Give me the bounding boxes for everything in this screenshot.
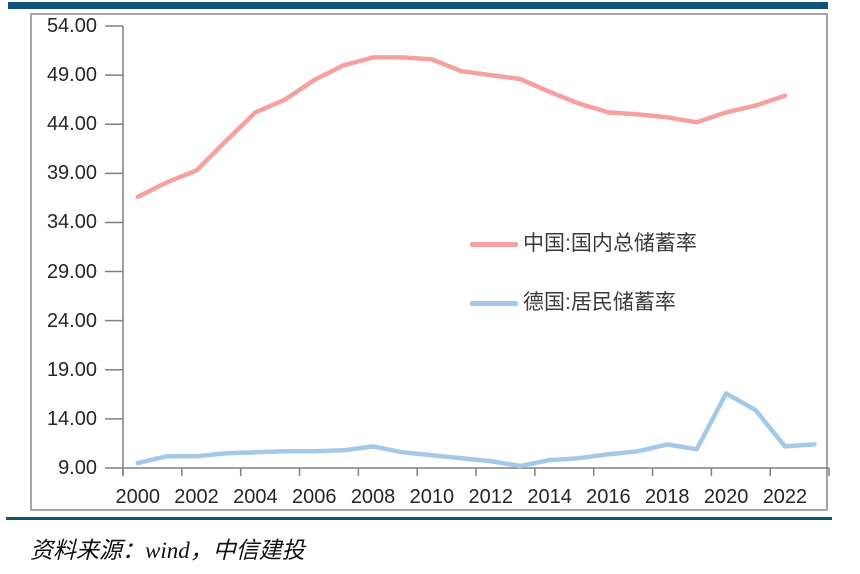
y-tick-label: 24.00 (46, 309, 97, 332)
source-note: 资料来源：wind，中信建投 (30, 538, 305, 563)
legend-label-germany: 德国:居民储蓄率 (523, 291, 676, 314)
x-tick-label: 2020 (703, 486, 749, 508)
y-tick-label: 19.00 (46, 358, 97, 381)
bottom-accent-rule (6, 517, 832, 520)
y-tick-label: 54.00 (46, 15, 97, 37)
x-tick-label: 2004 (233, 486, 278, 508)
x-tick-label: 2002 (174, 486, 219, 508)
chart-legend: 中国:国内总储蓄率 德国:居民储蓄率 (470, 231, 697, 316)
germany-series-swatch (470, 300, 518, 306)
y-tick-label: 9.00 (58, 457, 97, 479)
series-line-1 (135, 391, 817, 469)
x-tick-label: 2006 (291, 486, 337, 508)
x-tick-label: 2000 (115, 486, 160, 508)
series-line-0 (135, 55, 788, 200)
x-tick-label: 2010 (409, 486, 455, 508)
x-tick-label: 2008 (350, 486, 396, 508)
y-tick-label: 34.00 (46, 211, 97, 234)
x-tick-label: 2016 (586, 486, 631, 508)
top-accent-rule (8, 2, 828, 9)
y-tick-label: 44.00 (46, 113, 97, 136)
y-tick-label: 29.00 (46, 260, 97, 283)
x-tick-label: 2018 (645, 486, 690, 508)
x-tick-label: 2012 (468, 486, 514, 508)
y-tick-label: 49.00 (46, 64, 97, 87)
y-tick-label: 39.00 (46, 162, 97, 185)
china-series-swatch (470, 241, 518, 247)
x-tick-label: 2014 (527, 486, 572, 508)
y-tick-label: 14.00 (46, 407, 97, 430)
legend-label-china: 中国:国内总储蓄率 (523, 232, 697, 255)
legend-item-china: 中国:国内总储蓄率 (470, 231, 697, 257)
legend-item-germany: 德国:居民储蓄率 (470, 290, 697, 316)
chart-frame (30, 13, 828, 511)
x-tick-label: 2022 (762, 486, 808, 508)
